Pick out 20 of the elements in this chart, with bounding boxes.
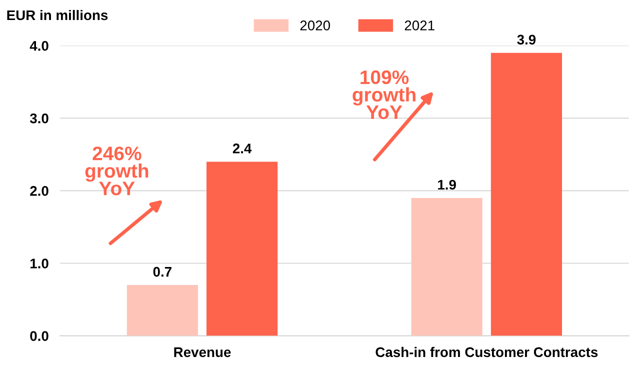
y-tick-label: 4.0 — [30, 40, 48, 51]
x-tick-label: Cash-in from Customer Contracts — [376, 346, 598, 358]
bar — [490, 52, 562, 336]
legend-label: 2020 — [300, 20, 330, 30]
legend-label: 2021 — [404, 20, 434, 30]
bar — [126, 285, 198, 336]
bar — [206, 162, 278, 336]
y-tick-label: 2.0 — [30, 186, 48, 196]
annotation: 246% growth YoY — [85, 146, 148, 196]
y-axis-title: EUR in millions — [7, 10, 108, 20]
x-tick-label: Revenue — [174, 347, 231, 358]
data-label: 0.7 — [153, 266, 172, 277]
y-tick-label: 0.0 — [30, 331, 48, 341]
y-tick-label: 1.0 — [30, 258, 48, 268]
annotation: 109% growth YoY — [352, 70, 416, 120]
data-label: 2.4 — [232, 144, 252, 154]
data-label: 1.9 — [438, 180, 456, 190]
data-label: 3.9 — [517, 34, 536, 45]
bar — [411, 198, 482, 336]
y-tick-label: 3.0 — [30, 114, 48, 124]
